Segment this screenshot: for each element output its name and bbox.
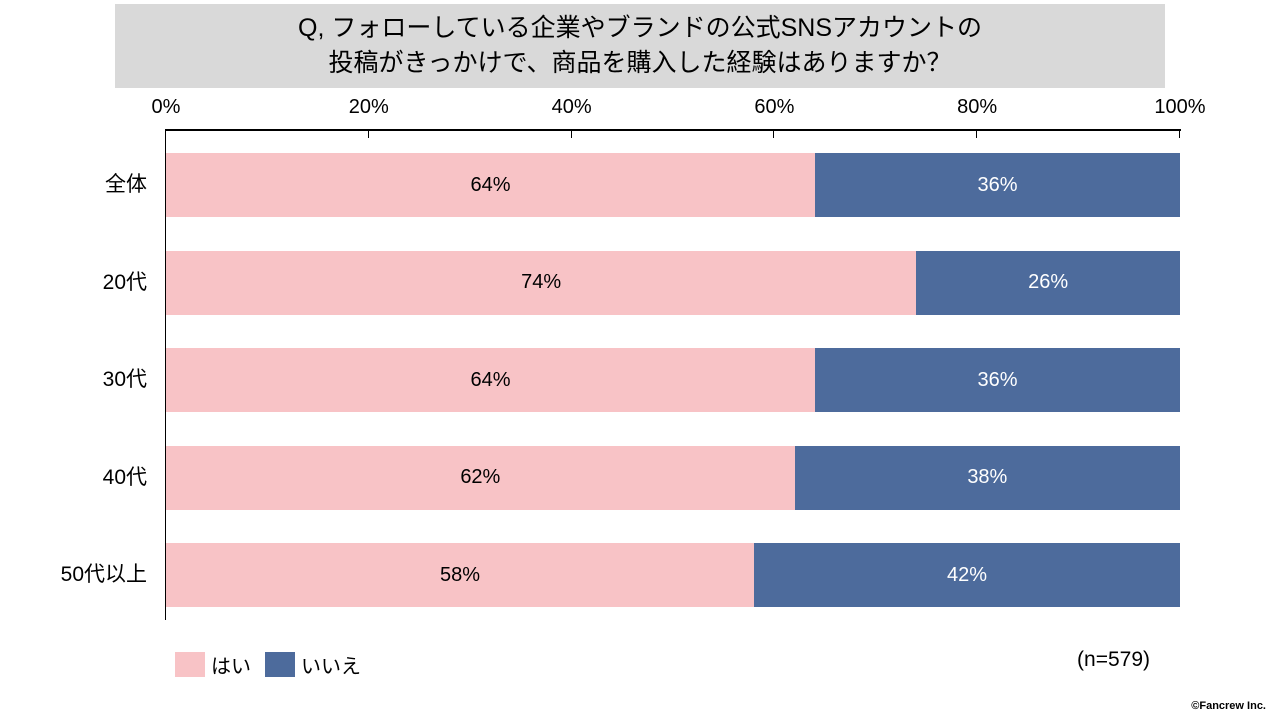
bar-segment-yes: 62%: [166, 445, 795, 510]
legend-item-no: いいえ: [265, 650, 361, 679]
legend-label-no: いいえ: [301, 656, 361, 678]
bar-value-label: 58%: [440, 563, 481, 586]
legend: はい いいえ: [175, 650, 361, 679]
bars: 64% 36% 74% 26% 64% 36% 62% 38% 58% 42%: [166, 131, 1180, 621]
x-tick-label: 80%: [957, 96, 998, 118]
footer-credit: ©Fancrew Inc.: [1191, 700, 1266, 712]
bar-segment-yes: 64%: [166, 153, 815, 217]
bar-segment-no: 42%: [754, 543, 1180, 607]
bar-value-label: 64%: [470, 368, 511, 391]
bar-segment-yes: 64%: [166, 348, 815, 412]
category-labels: 全体 20代 30代 40代 50代以上: [0, 131, 157, 621]
x-tick-mark: [570, 131, 572, 138]
x-tick-label: 20%: [348, 96, 389, 118]
bar-value-label: 42%: [947, 563, 988, 586]
x-tick-label: 40%: [551, 96, 592, 118]
bar-value-label: 64%: [470, 173, 511, 196]
category-label: 50代以上: [60, 563, 147, 586]
x-tick-mark: [773, 131, 775, 138]
bar-segment-yes: 74%: [166, 250, 917, 315]
category-label: 30代: [102, 368, 147, 391]
x-tick-label: 100%: [1154, 96, 1206, 118]
chart-row: 58% 42%: [166, 543, 1180, 607]
y-axis-line: [165, 129, 166, 620]
chart-row: 62% 38%: [166, 445, 1180, 510]
x-axis-line: [165, 129, 1181, 131]
bar-value-label: 38%: [967, 466, 1008, 488]
bar-segment-no: 38%: [794, 445, 1180, 510]
chart-title-box: Q, フォローしている企業やブランドの公式SNSアカウントの 投稿がきっかけで、…: [115, 4, 1165, 88]
bar-value-label: 36%: [977, 368, 1018, 391]
x-tick-label: 60%: [754, 96, 795, 118]
bar-value-label: 26%: [1028, 271, 1069, 293]
chart-title-line-2: 投稿がきっかけで、商品を購入した経験はありますか？: [328, 49, 952, 77]
x-tick-label: 0%: [151, 96, 181, 118]
bar-segment-no: 36%: [814, 153, 1180, 217]
bar-value-label: 62%: [460, 466, 501, 488]
bar-segment-no: 26%: [916, 250, 1180, 315]
category-label: 20代: [102, 270, 147, 294]
chart-row: 74% 26%: [166, 250, 1180, 315]
legend-swatch-no: [265, 652, 295, 677]
legend-swatch-yes: [175, 652, 205, 677]
legend-label-yes: はい: [211, 656, 251, 678]
legend-item-yes: はい: [175, 650, 251, 679]
bar-segment-yes: 58%: [166, 543, 755, 607]
sample-size-label: (n=579): [1077, 648, 1150, 671]
category-label: 40代: [102, 465, 147, 489]
x-tick-mark: [1179, 131, 1180, 138]
bar-value-label: 74%: [521, 271, 562, 293]
x-tick-mark: [367, 131, 369, 138]
chart-title-line-1: Q, フォローしている企業やブランドの公式SNSアカウントの: [298, 14, 982, 42]
bar-value-label: 36%: [977, 173, 1018, 196]
x-axis-tick-labels: 0% 20% 40% 60% 80% 100%: [152, 96, 1206, 124]
category-label: 全体: [105, 173, 147, 196]
chart-row: 64% 36%: [166, 348, 1180, 412]
chart-row: 64% 36%: [166, 153, 1180, 217]
bar-segment-no: 36%: [814, 348, 1180, 412]
x-tick-mark: [976, 131, 978, 138]
